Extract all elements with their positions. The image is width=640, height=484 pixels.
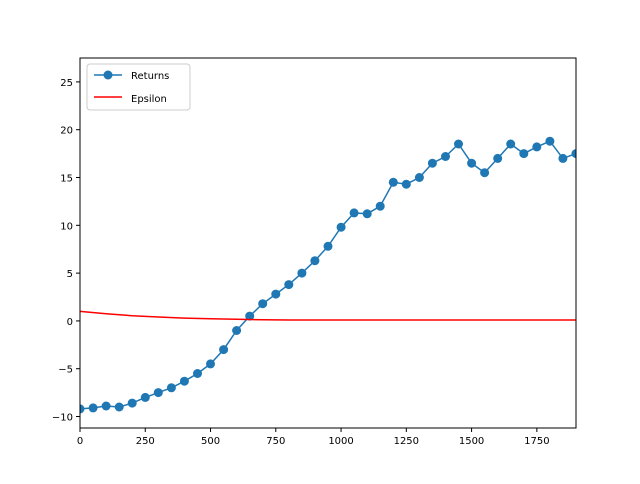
data-point (480, 168, 490, 178)
x-tick-label: 1500 (459, 436, 484, 447)
data-point (388, 177, 398, 187)
data-point (271, 289, 281, 299)
data-point (401, 179, 411, 189)
data-point (427, 158, 437, 168)
data-point (245, 311, 255, 321)
y-tick-label: 10 (60, 221, 73, 232)
data-point (258, 299, 268, 309)
data-point (558, 153, 568, 163)
data-point (571, 149, 576, 159)
data-point (101, 401, 111, 411)
plot-area (80, 136, 576, 414)
data-point (323, 241, 333, 251)
x-tick-label: 750 (266, 436, 285, 447)
y-tick-label: −5 (58, 365, 73, 376)
legend: Returns Epsilon (86, 63, 191, 111)
x-tick-label: 1000 (328, 436, 353, 447)
y-tick-label: 20 (60, 126, 73, 137)
legend-epsilon-label: Epsilon (131, 94, 167, 105)
data-point (362, 209, 372, 219)
series-returns (80, 136, 576, 414)
y-tick-label: −10 (52, 413, 73, 424)
data-point (284, 280, 294, 290)
data-point (519, 149, 529, 159)
series-epsilon-line (80, 310, 576, 321)
data-point (114, 402, 124, 412)
data-point (506, 139, 516, 149)
data-point (297, 268, 307, 278)
data-point (467, 158, 477, 168)
axes-frame (79, 57, 577, 429)
data-point (414, 173, 424, 182)
y-tick-label: 0 (67, 317, 73, 328)
data-point (532, 142, 542, 152)
data-point (88, 403, 98, 413)
y-tick-label: 5 (67, 269, 73, 280)
legend-returns-marker (103, 70, 113, 80)
y-tick-label: 15 (60, 174, 73, 185)
data-point (454, 139, 463, 149)
data-point (375, 201, 385, 211)
data-point (140, 392, 150, 402)
x-tick-label: 250 (136, 436, 155, 447)
data-point (336, 222, 346, 232)
data-point (219, 345, 229, 355)
data-point (153, 388, 163, 398)
data-point (127, 398, 137, 408)
x-tick-label: 0 (77, 436, 83, 447)
data-point (232, 326, 242, 335)
data-point (193, 369, 202, 378)
legend-returns-label: Returns (131, 71, 169, 82)
data-point (545, 136, 555, 146)
data-point (441, 152, 450, 161)
y-tick-label: 25 (60, 78, 73, 89)
data-point (493, 153, 503, 163)
axes: 0 250 500 750 1000 1250 1500 1750 −10 −5 0 5 10 15 20 2… (52, 57, 577, 447)
x-tick-label: 1750 (524, 436, 549, 447)
data-point (179, 376, 189, 386)
x-tick-label: 1250 (394, 436, 419, 447)
data-point (349, 208, 359, 218)
data-point (310, 256, 320, 266)
data-point (80, 404, 85, 414)
x-tick-label: 500 (201, 436, 220, 447)
series-epsilon (80, 310, 576, 321)
data-point (206, 359, 215, 369)
data-point (166, 383, 176, 393)
